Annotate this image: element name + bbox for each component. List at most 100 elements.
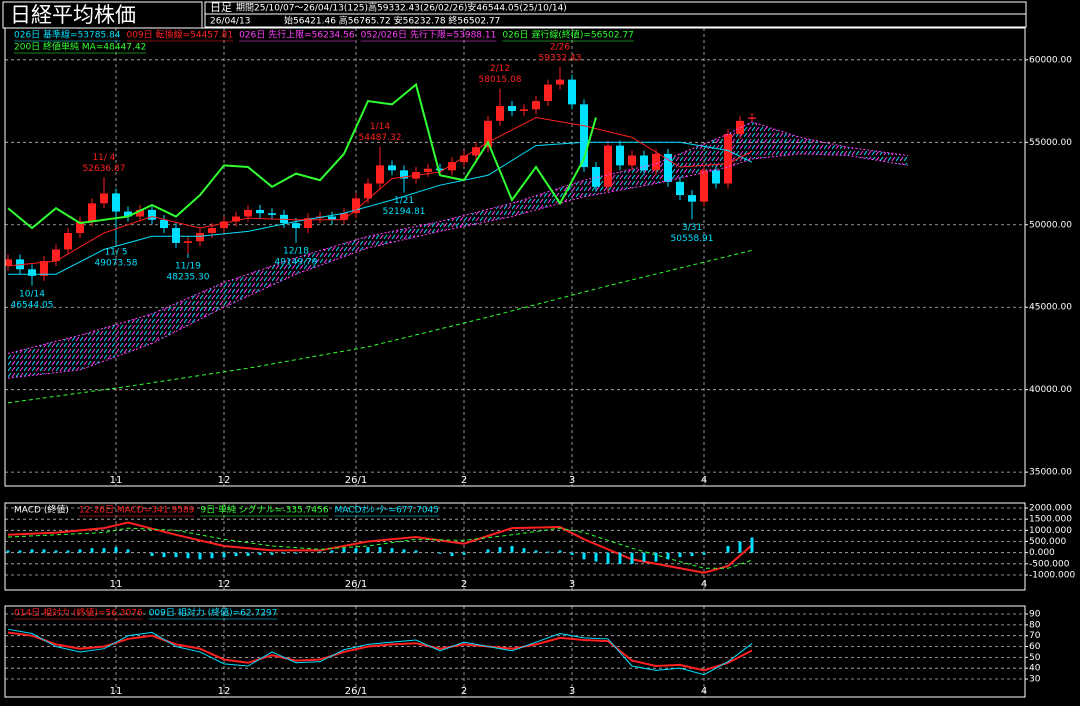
info-box bbox=[204, 13, 1027, 28]
candle-body bbox=[244, 209, 252, 217]
y-tick-label: 40000.00 bbox=[1029, 385, 1072, 395]
x-tick-label: 26/1 bbox=[345, 475, 367, 486]
x-tick-label: 2 bbox=[461, 579, 467, 590]
panel-title: MACD (終値) bbox=[14, 504, 69, 516]
candle-body bbox=[64, 233, 72, 250]
y-tick-label: 40 bbox=[1029, 664, 1041, 674]
x-tick-label: 3 bbox=[569, 475, 575, 486]
candle-body bbox=[76, 221, 84, 234]
candle-body bbox=[184, 241, 192, 243]
candle-body bbox=[640, 155, 648, 171]
legend-entry: 009日 相対力 (終値)=62.7297 bbox=[149, 607, 278, 619]
x-tick-label: 4 bbox=[701, 686, 707, 697]
candle-body bbox=[520, 109, 528, 111]
histogram-bar bbox=[198, 552, 202, 560]
annotation-date: 11/ 4 bbox=[92, 153, 115, 163]
histogram-bar bbox=[258, 552, 262, 555]
candle-body bbox=[328, 216, 336, 220]
histogram-bar bbox=[114, 547, 118, 553]
y-tick-label: 80 bbox=[1029, 620, 1041, 630]
y-tick-label: 500.000 bbox=[1029, 537, 1066, 547]
candle-body bbox=[556, 79, 564, 85]
candle-body bbox=[592, 167, 600, 187]
candle-body bbox=[580, 104, 588, 168]
y-tick-label: 55000.00 bbox=[1029, 138, 1072, 148]
legend-entry: 026日 遅行線(終値)=56502.77 bbox=[502, 29, 634, 41]
series-line bbox=[7, 117, 753, 267]
candle-body bbox=[472, 147, 480, 156]
series-line bbox=[7, 521, 753, 574]
annotation-label: 46544.05 bbox=[11, 300, 54, 310]
series-line bbox=[7, 82, 597, 230]
plot-area bbox=[5, 606, 1025, 697]
y-tick-label: 70 bbox=[1029, 631, 1041, 641]
series-line bbox=[7, 153, 909, 379]
histogram-bar bbox=[234, 552, 238, 557]
histogram-bar bbox=[498, 547, 502, 553]
candle-body bbox=[700, 170, 708, 202]
candle-body bbox=[676, 181, 684, 196]
candle-body bbox=[256, 209, 264, 214]
panel-frame bbox=[4, 502, 1026, 591]
x-tick-label: 11 bbox=[110, 686, 123, 697]
y-tick-label: 0.000 bbox=[1029, 548, 1055, 558]
histogram-bar bbox=[54, 550, 58, 553]
period-type: 日足 bbox=[210, 1, 232, 14]
histogram-bar bbox=[18, 550, 22, 553]
histogram-bar bbox=[102, 548, 106, 553]
x-tick-label: 26/1 bbox=[345, 686, 367, 697]
histogram-bar bbox=[402, 549, 406, 553]
annotation-date: 2/26 bbox=[550, 42, 570, 52]
histogram-bar bbox=[342, 548, 346, 553]
candle-body bbox=[208, 228, 216, 234]
y-tick-label: 30 bbox=[1029, 675, 1041, 685]
x-tick-label: 4 bbox=[701, 475, 707, 486]
histogram-bar bbox=[90, 548, 94, 553]
candle-body bbox=[352, 198, 360, 214]
x-tick-label: 12 bbox=[218, 686, 231, 697]
chart-title: 日経平均株価 bbox=[10, 3, 136, 27]
candle-body bbox=[724, 134, 732, 184]
legend-entry: 9日 単純 シグナル=-335.7456 bbox=[200, 504, 328, 516]
histogram-bar bbox=[150, 552, 154, 557]
candle-body bbox=[28, 269, 36, 276]
x-tick-label: 11 bbox=[110, 475, 123, 486]
legend-entry: 009日 転換線=54457.81 bbox=[127, 29, 234, 41]
histogram-bar bbox=[558, 550, 562, 553]
candle-body bbox=[544, 84, 552, 102]
histogram-bar bbox=[618, 552, 622, 564]
annotation-label: 48235.30 bbox=[167, 272, 210, 282]
y-tick-label: -500.000 bbox=[1029, 559, 1070, 569]
legend-entry: 026日 先行上限=56234.56 bbox=[239, 29, 355, 41]
y-tick-label: -1000.000 bbox=[1029, 570, 1075, 580]
histogram-bar bbox=[486, 549, 490, 553]
plot-area bbox=[5, 503, 1025, 590]
histogram-bar bbox=[510, 545, 514, 553]
y-tick-label: 60 bbox=[1029, 642, 1041, 652]
candle-body bbox=[292, 223, 300, 229]
legend-entry: 052/026日 先行下限=53988.11 bbox=[361, 29, 497, 41]
x-tick-label: 2 bbox=[461, 475, 467, 486]
candle-body bbox=[496, 106, 504, 121]
candle-body bbox=[748, 117, 756, 119]
histogram-bar bbox=[294, 552, 298, 554]
histogram-bar bbox=[78, 549, 82, 553]
histogram-bar bbox=[162, 552, 166, 558]
candle-body bbox=[532, 101, 540, 110]
histogram-bar bbox=[270, 552, 274, 555]
candle-body bbox=[616, 145, 624, 166]
candle-body bbox=[136, 209, 144, 217]
candle-body bbox=[652, 153, 660, 171]
legend-entry: MACDｵｼﾚｰﾀｰ=677.7045 bbox=[335, 505, 439, 516]
histogram-bar bbox=[534, 550, 538, 553]
candle-body bbox=[232, 216, 240, 222]
histogram-bar bbox=[546, 551, 550, 553]
annotation-label: 49073.58 bbox=[95, 259, 138, 269]
annotation-label: 58015.08 bbox=[479, 75, 522, 85]
candle-body bbox=[568, 79, 576, 105]
panel-frame bbox=[4, 27, 1026, 487]
candle-body bbox=[100, 193, 108, 204]
candle-body bbox=[160, 219, 168, 229]
series-line bbox=[7, 631, 753, 672]
candle-body bbox=[52, 249, 60, 262]
